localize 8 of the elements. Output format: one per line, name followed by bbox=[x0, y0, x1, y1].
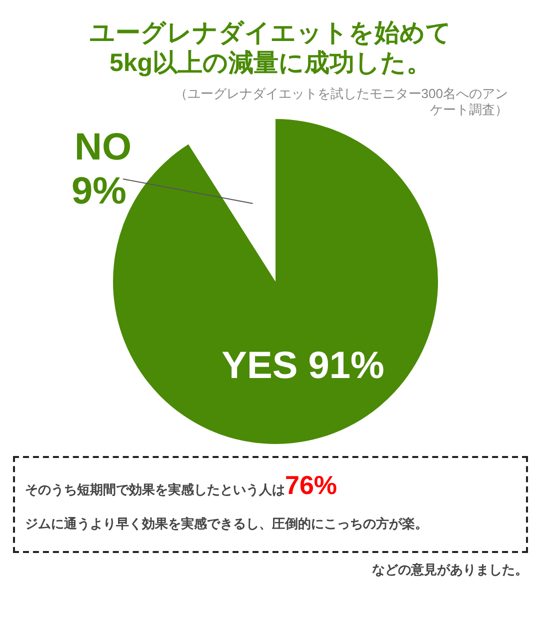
text: などの意見がありました。 bbox=[371, 561, 528, 579]
text: そのうち短期間で効果を実感したという人は76% bbox=[25, 470, 338, 500]
chart-subtitle: （ユーグレナダイエットを試したモニター300名へのアンケート調査） bbox=[173, 86, 508, 118]
data-label: 9% bbox=[72, 170, 126, 212]
text: ジムに通うより早く効果を実感できるし、圧倒的にこっちの方が楽。 bbox=[25, 516, 428, 531]
slice-label: NO bbox=[74, 126, 132, 168]
chart-title: ユーグレナダイエットを始めて 5kg以上の減量に成功した。 bbox=[88, 18, 452, 78]
slice-label: YES 91% bbox=[222, 344, 384, 387]
